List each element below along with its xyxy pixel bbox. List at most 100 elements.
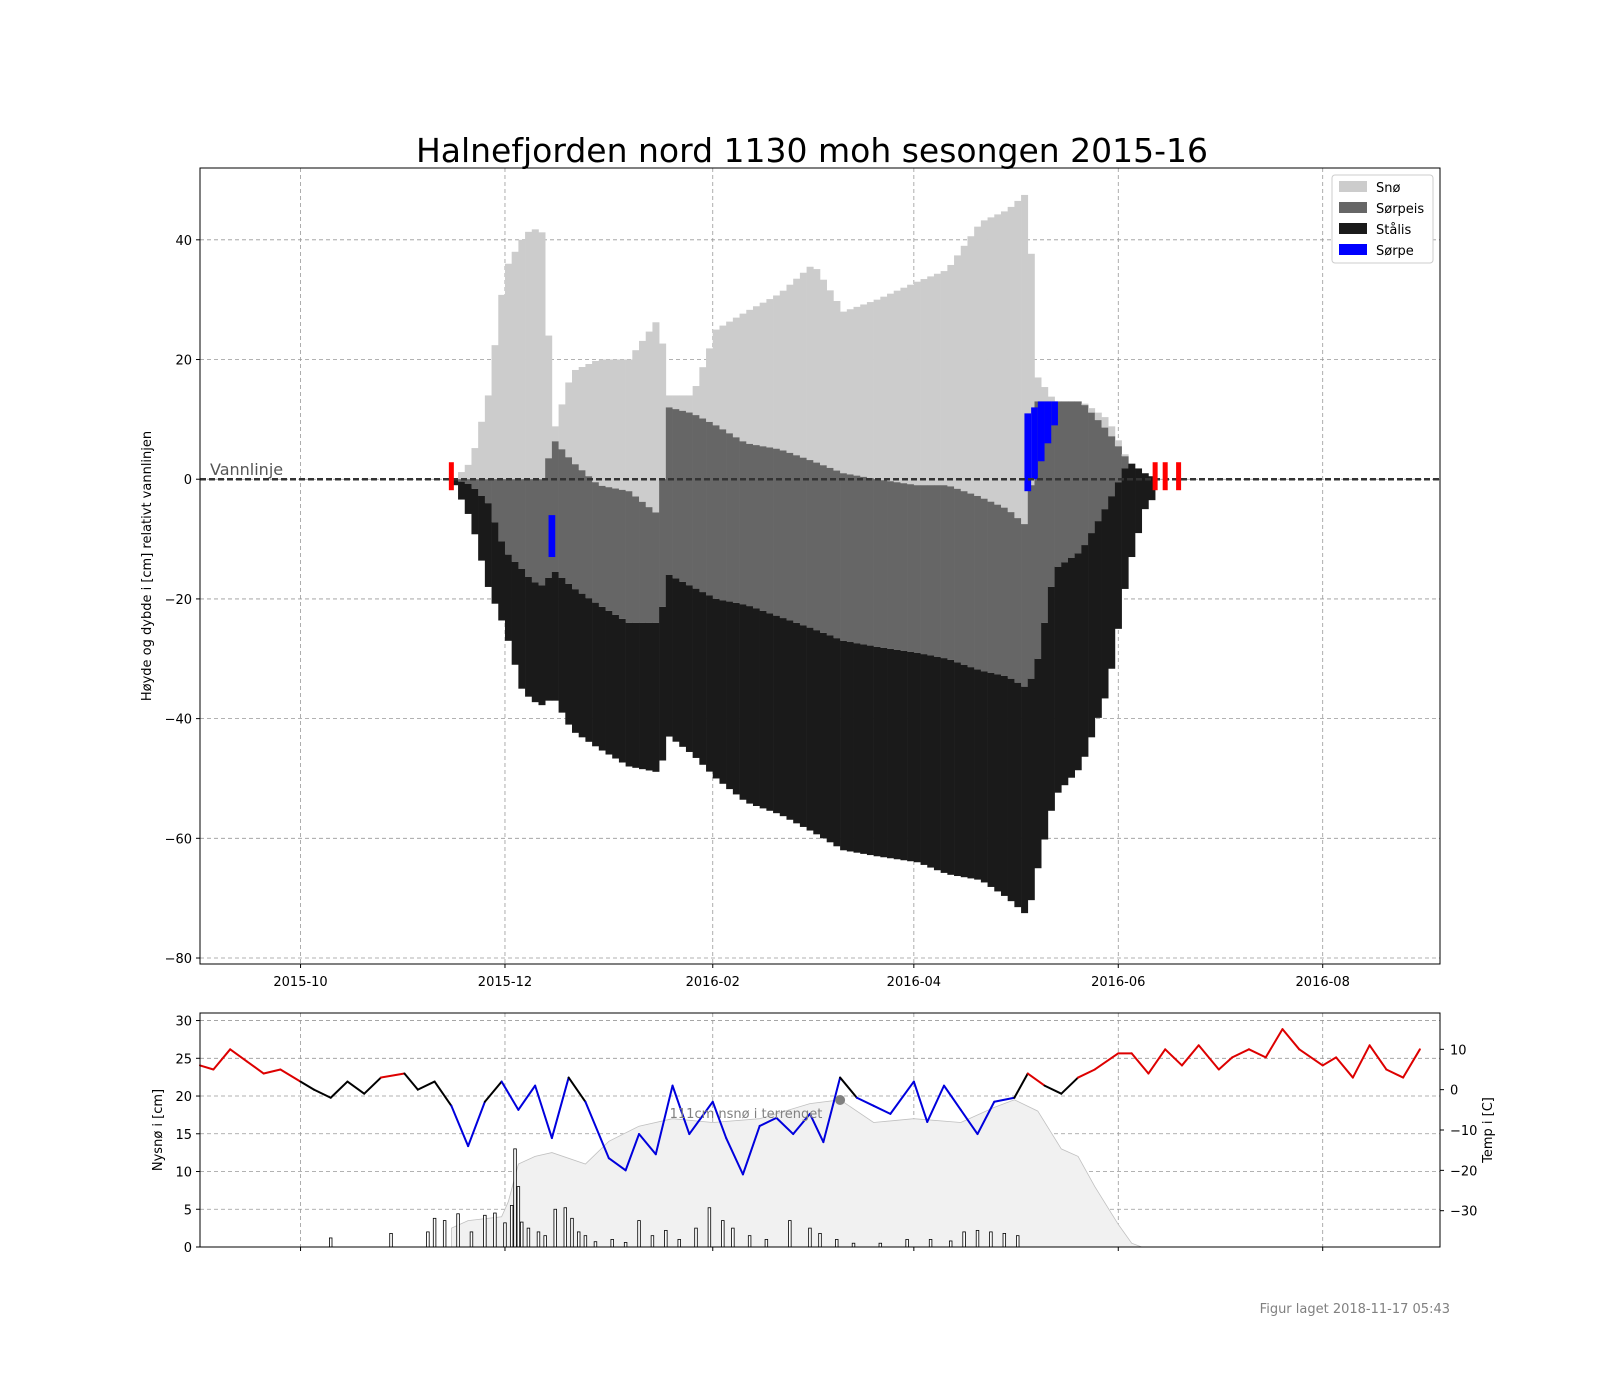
legend-swatch	[1339, 202, 1367, 213]
snow-bar	[726, 321, 734, 434]
temperature-segment	[976, 1100, 996, 1136]
new-snow-bar	[788, 1220, 792, 1248]
new-snow-bar	[469, 1231, 474, 1248]
slush-ice-bar	[511, 479, 519, 562]
black-ice-bar	[1088, 533, 1096, 738]
bottom-right-ytick-label: −30	[1450, 1205, 1477, 1220]
snow-bar	[840, 311, 848, 474]
snow-bar	[525, 231, 533, 480]
temperature-segment	[379, 1072, 406, 1079]
slush-ice-bar	[712, 425, 720, 599]
new-snow-bar	[593, 1241, 598, 1248]
black-ice-bar	[980, 671, 988, 883]
snow-bar	[605, 359, 613, 488]
black-ice-bar	[994, 674, 1002, 892]
slush-ice-bar	[773, 448, 781, 616]
black-ice-bar	[706, 595, 714, 772]
temperature-segment	[638, 1133, 657, 1156]
new-snow-bar	[432, 1217, 437, 1248]
black-ice-bar	[739, 604, 747, 800]
temperature-segment	[1077, 1068, 1096, 1079]
black-ice-bar	[679, 581, 687, 747]
temperature-segment	[671, 1084, 691, 1136]
temperature-segment	[741, 1124, 761, 1176]
black-ice-bar	[907, 651, 915, 862]
slush-ice-bar	[1108, 436, 1116, 497]
black-ice-bar	[900, 650, 908, 861]
bottom-right-ytick-label: 0	[1450, 1084, 1458, 1099]
black-ice-bar	[1027, 678, 1035, 901]
black-ice-bar	[1128, 463, 1136, 558]
new-snow-bar	[731, 1227, 735, 1248]
slush-ice-bar	[1054, 401, 1062, 567]
slush-ice-bar	[572, 464, 580, 590]
slush-ice-bar	[893, 482, 901, 650]
slush-ice-bar	[860, 476, 868, 645]
slush-ice-bar	[1101, 427, 1109, 510]
black-ice-bar	[551, 571, 559, 701]
temperature-segment	[711, 1100, 728, 1140]
slush-ice-bar	[960, 491, 968, 665]
temperature-segment	[1368, 1044, 1388, 1071]
top-ytick-label: 40	[175, 234, 192, 249]
snow-bar	[739, 313, 747, 442]
snow-bar	[504, 263, 512, 480]
snow-bar	[887, 293, 895, 482]
snow-bar	[685, 395, 693, 413]
slush-ice-bar	[793, 455, 801, 623]
slush-ice-bar	[478, 479, 486, 496]
temperature-segment	[993, 1096, 1016, 1103]
black-ice-bar	[1148, 476, 1156, 501]
snow-bar	[987, 217, 995, 502]
new-snow-bar	[962, 1231, 966, 1248]
bottom-right-y-axis: 10 0 −10 −20 −30	[1440, 1043, 1477, 1220]
snow-bar	[1108, 426, 1116, 437]
black-ice-bar	[1068, 557, 1076, 778]
snow-bar	[712, 329, 720, 426]
slush-ice-bar	[464, 479, 472, 485]
temperature-segment	[1402, 1048, 1421, 1079]
black-ice-bar	[960, 664, 968, 878]
black-ice-bar	[518, 568, 526, 689]
snow-bar	[531, 229, 539, 480]
top-y-axis-label: Høyde og dybde i [cm] relativt vannlinje…	[140, 431, 155, 701]
black-ice-bar	[699, 592, 707, 765]
black-ice-bar	[887, 648, 895, 859]
new-snow-bar	[835, 1239, 839, 1248]
snow-bar	[940, 271, 948, 486]
temperature-segment	[199, 1064, 215, 1071]
black-ice-bar	[1114, 482, 1122, 629]
black-ice-bar	[598, 606, 606, 751]
max-snow-marker	[835, 1095, 846, 1105]
slush-ice-bar	[746, 443, 754, 607]
slush-ice-bar	[699, 418, 707, 593]
temperature-segment	[534, 1084, 553, 1140]
temperature-segment	[433, 1080, 453, 1107]
snow-bar	[719, 325, 727, 430]
snow-bar	[458, 472, 466, 480]
slush-ice-bar	[685, 412, 693, 586]
slush-ice-bar	[1047, 401, 1055, 587]
slush-ice-bar	[974, 495, 982, 670]
black-ice-bar	[752, 608, 760, 806]
black-ice-bar	[1141, 473, 1149, 510]
slush-ice-bar	[759, 446, 767, 611]
slush-bar	[1031, 407, 1038, 480]
snow-bar	[773, 295, 781, 449]
new-snow-bar	[1016, 1235, 1020, 1248]
slush-ice-bar	[933, 485, 941, 657]
slush-ice-bar	[618, 489, 626, 619]
snow-bar	[558, 404, 566, 450]
new-snow-bar	[878, 1242, 883, 1248]
black-ice-bar	[471, 488, 479, 535]
snow-bar	[806, 266, 814, 461]
snow-bar	[920, 279, 928, 486]
black-ice-bar	[1081, 545, 1089, 757]
temperature-segment	[1385, 1068, 1405, 1079]
new-snow-bar	[623, 1242, 628, 1248]
snow-bar	[484, 395, 492, 480]
snow-bar	[1121, 454, 1129, 457]
black-ice-bar	[612, 614, 620, 759]
slush-ice-bar	[665, 407, 673, 575]
snow-bar	[974, 226, 982, 496]
